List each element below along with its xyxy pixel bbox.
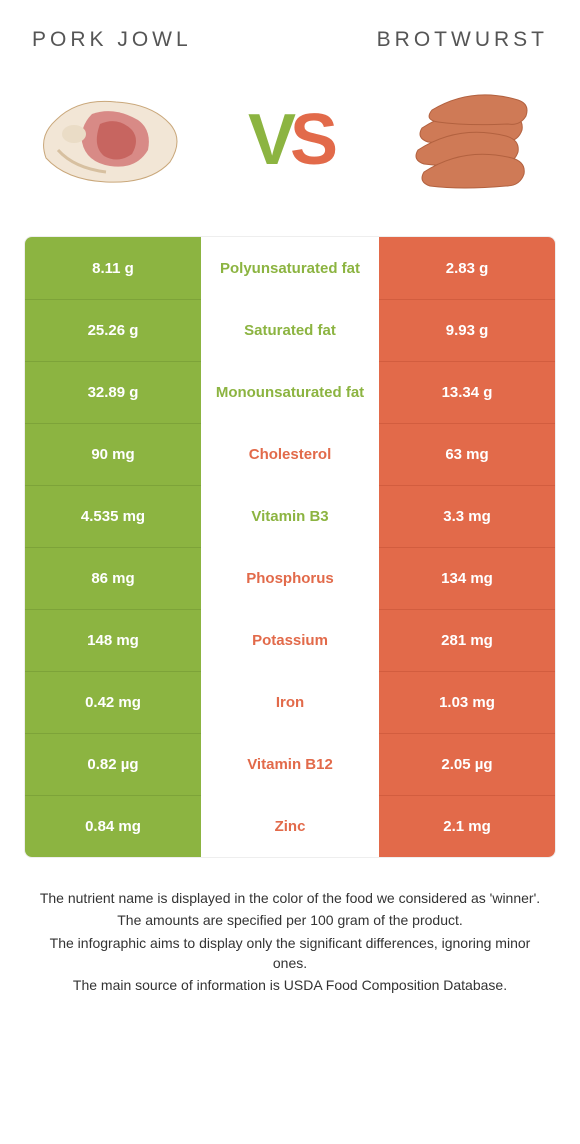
vs-s: S [290, 104, 332, 176]
nutrient-name: Vitamin B12 [201, 733, 379, 795]
vs-label: V S [248, 104, 332, 176]
right-value: 2.83 g [379, 237, 555, 299]
note-line: The infographic aims to display only the… [36, 933, 544, 974]
left-value: 0.82 µg [25, 733, 201, 795]
table-row: 0.84 mgZinc2.1 mg [25, 795, 555, 857]
right-value: 63 mg [379, 423, 555, 485]
left-food-title: PORK JOWL [32, 28, 192, 52]
left-value: 148 mg [25, 609, 201, 671]
note-line: The amounts are specified per 100 gram o… [36, 910, 544, 930]
left-value: 8.11 g [25, 237, 201, 299]
right-value: 9.93 g [379, 299, 555, 361]
left-value: 86 mg [25, 547, 201, 609]
left-value: 0.42 mg [25, 671, 201, 733]
nutrient-name: Zinc [201, 795, 379, 857]
table-row: 0.42 mgIron1.03 mg [25, 671, 555, 733]
nutrient-name: Phosphorus [201, 547, 379, 609]
right-value: 2.1 mg [379, 795, 555, 857]
nutrient-table: 8.11 gPolyunsaturated fat2.83 g25.26 gSa… [24, 236, 556, 858]
nutrient-name: Potassium [201, 609, 379, 671]
table-row: 0.82 µgVitamin B122.05 µg [25, 733, 555, 795]
note-line: The main source of information is USDA F… [36, 975, 544, 995]
right-value: 281 mg [379, 609, 555, 671]
brotwurst-image [392, 80, 552, 200]
right-food-title: BROTWURST [377, 28, 548, 52]
pork-jowl-image [28, 80, 188, 200]
nutrient-name: Monounsaturated fat [201, 361, 379, 423]
nutrient-name: Polyunsaturated fat [201, 237, 379, 299]
left-value: 0.84 mg [25, 795, 201, 857]
comparison-titles: PORK JOWL BROTWURST [24, 28, 556, 52]
right-value: 134 mg [379, 547, 555, 609]
left-value: 90 mg [25, 423, 201, 485]
nutrient-name: Cholesterol [201, 423, 379, 485]
left-value: 4.535 mg [25, 485, 201, 547]
left-value: 25.26 g [25, 299, 201, 361]
right-value: 13.34 g [379, 361, 555, 423]
vs-v: V [248, 104, 290, 176]
hero-row: V S [24, 52, 556, 236]
table-row: 4.535 mgVitamin B33.3 mg [25, 485, 555, 547]
left-value: 32.89 g [25, 361, 201, 423]
table-row: 90 mgCholesterol63 mg [25, 423, 555, 485]
table-row: 8.11 gPolyunsaturated fat2.83 g [25, 237, 555, 299]
note-line: The nutrient name is displayed in the co… [36, 888, 544, 908]
nutrient-name: Vitamin B3 [201, 485, 379, 547]
right-value: 3.3 mg [379, 485, 555, 547]
table-row: 25.26 gSaturated fat9.93 g [25, 299, 555, 361]
right-value: 2.05 µg [379, 733, 555, 795]
footnotes: The nutrient name is displayed in the co… [24, 858, 556, 995]
right-value: 1.03 mg [379, 671, 555, 733]
table-row: 32.89 gMonounsaturated fat13.34 g [25, 361, 555, 423]
table-row: 86 mgPhosphorus134 mg [25, 547, 555, 609]
table-row: 148 mgPotassium281 mg [25, 609, 555, 671]
nutrient-name: Saturated fat [201, 299, 379, 361]
nutrient-name: Iron [201, 671, 379, 733]
